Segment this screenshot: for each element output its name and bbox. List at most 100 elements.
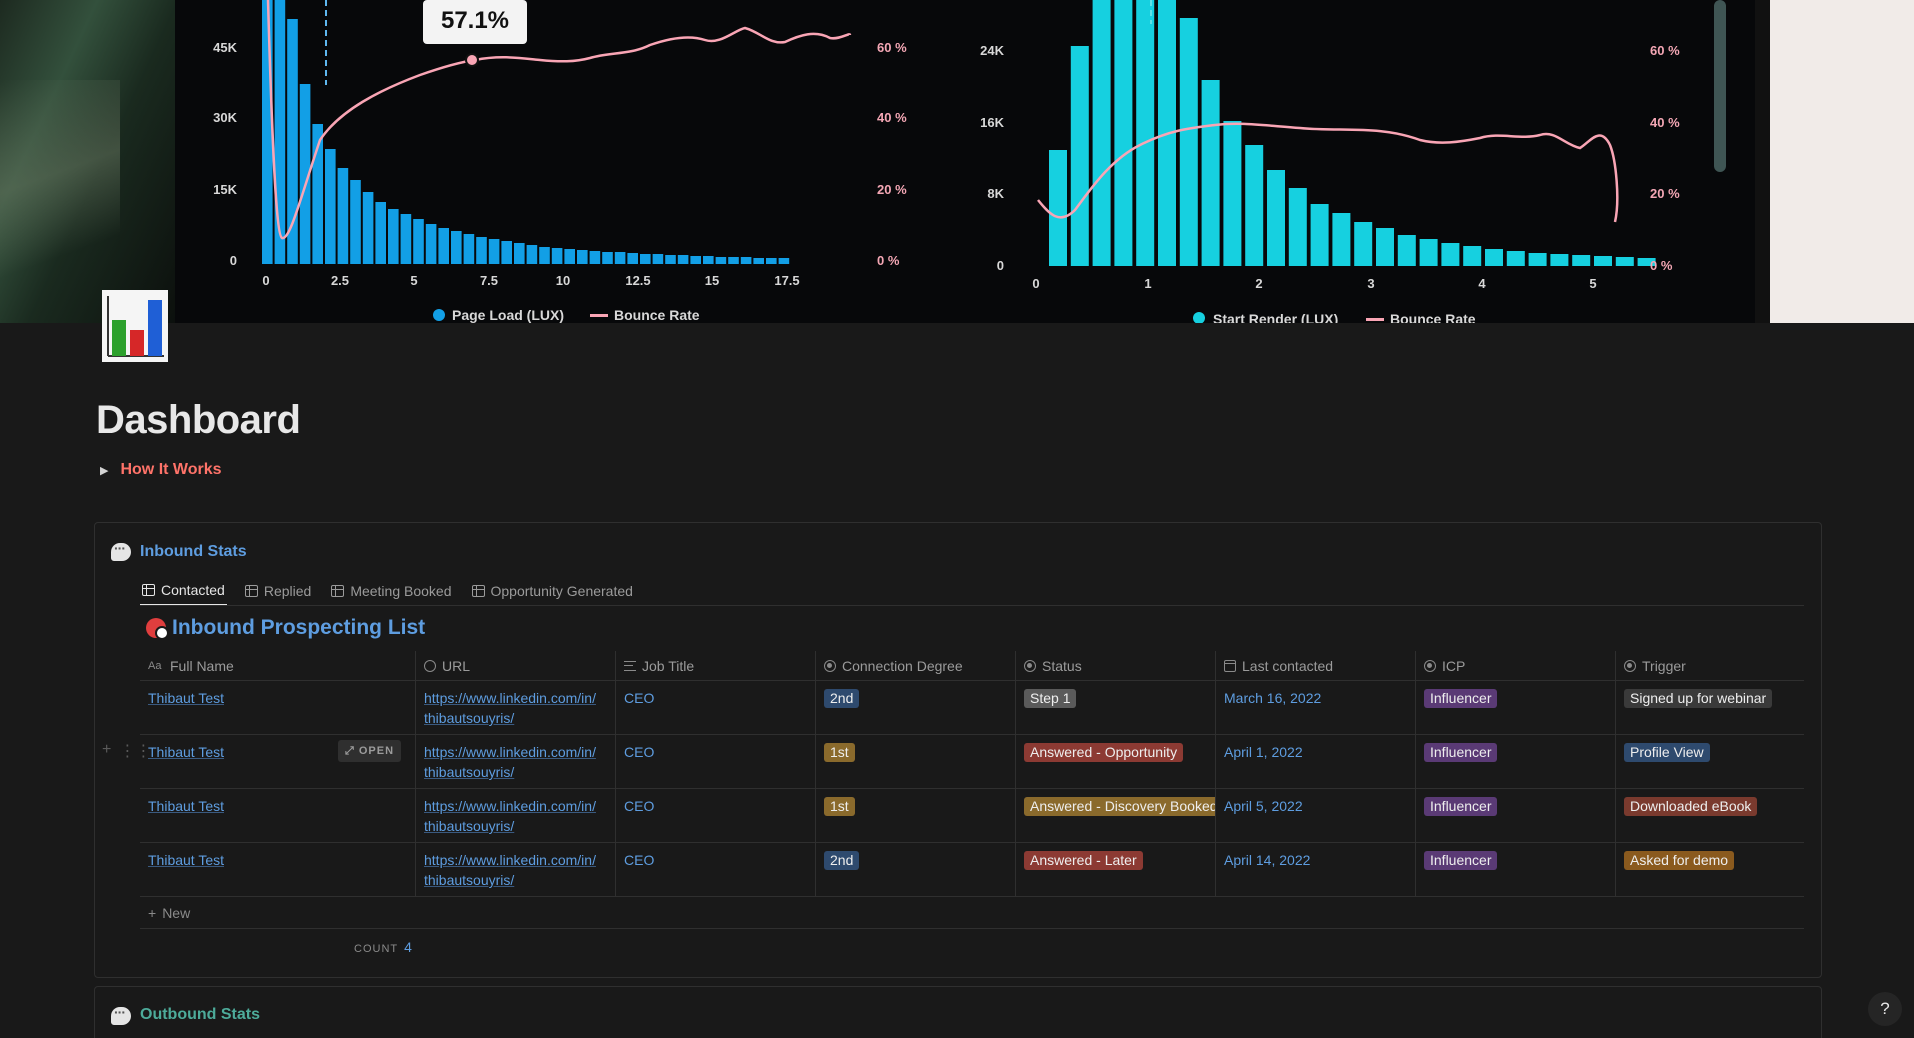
cell-trigger[interactable]: Downloaded eBook xyxy=(1616,789,1804,842)
column-label: Full Name xyxy=(170,657,234,674)
cell-last-contacted[interactable]: April 1, 2022 xyxy=(1216,735,1416,788)
column-job-title[interactable]: Job Title xyxy=(616,651,816,680)
date-value: April 14, 2022 xyxy=(1224,852,1311,868)
open-label: OPEN xyxy=(358,745,395,757)
cell-url[interactable]: https://www.linkedin.com/in/thibautsouyr… xyxy=(416,735,616,788)
column-status[interactable]: Status xyxy=(1016,651,1216,680)
date-value: April 5, 2022 xyxy=(1224,798,1303,814)
column-last-contacted[interactable]: Last contacted xyxy=(1216,651,1416,680)
column-trigger[interactable]: Trigger xyxy=(1616,651,1804,680)
column-url[interactable]: URL xyxy=(416,651,616,680)
y-tick-label: 45K xyxy=(213,40,237,55)
link-icon xyxy=(424,659,436,672)
tab-meeting-booked[interactable]: Meeting Booked xyxy=(329,575,453,606)
status-tag: Answered - Discovery Booked xyxy=(1024,797,1215,816)
table-row[interactable]: Thibaut Test https://www.linkedin.com/in… xyxy=(140,789,1804,843)
cell-status[interactable]: Answered - Later xyxy=(1016,843,1216,896)
add-row-icon[interactable]: + xyxy=(102,741,112,758)
cell-icp[interactable]: Influencer xyxy=(1416,789,1616,842)
column-icp[interactable]: ICP xyxy=(1416,651,1616,680)
cell-last-contacted[interactable]: April 5, 2022 xyxy=(1216,789,1416,842)
x-tick-label: 0 xyxy=(262,273,269,288)
y2-tick-label: 40 % xyxy=(877,110,907,125)
icp-tag: Influencer xyxy=(1424,851,1498,870)
full-name-link[interactable]: Thibaut Test xyxy=(148,798,225,814)
count-summary[interactable]: COUNT 4 xyxy=(354,939,412,955)
cell-url[interactable]: https://www.linkedin.com/in/thibautsouyr… xyxy=(416,789,616,842)
url-link[interactable]: https://www.linkedin.com/in/ xyxy=(424,690,596,706)
cell-url[interactable]: https://www.linkedin.com/in/thibautsouyr… xyxy=(416,681,616,734)
page-cover[interactable]: 57.1% 45K 30K 15K 0 60 % 40 % 20 % 0 % 0 2.5 5 7.5 10… xyxy=(0,0,1914,323)
cell-full-name[interactable]: Thibaut Test xyxy=(140,789,416,842)
how-it-works-toggle[interactable]: ▶ How It Works xyxy=(100,461,222,479)
open-row-button[interactable]: ⤢ OPEN xyxy=(338,740,402,762)
cell-url[interactable]: https://www.linkedin.com/in/thibautsouyr… xyxy=(416,843,616,896)
cell-connection-degree[interactable]: 1st xyxy=(816,735,1016,788)
triangle-right-icon[interactable]: ▶ xyxy=(100,464,109,477)
cell-job-title[interactable]: CEO xyxy=(616,735,816,788)
cell-full-name[interactable]: Thibaut Test ⤢ OPEN xyxy=(140,735,416,788)
cell-last-contacted[interactable]: March 16, 2022 xyxy=(1216,681,1416,734)
cell-full-name[interactable]: Thibaut Test xyxy=(140,843,416,896)
cell-connection-degree[interactable]: 2nd xyxy=(816,843,1016,896)
cell-job-title[interactable]: CEO xyxy=(616,789,816,842)
tab-label: Meeting Booked xyxy=(350,582,452,599)
column-full-name[interactable]: Aa Full Name xyxy=(140,651,416,680)
url-link-cont[interactable]: thibautsouyris/ xyxy=(424,710,515,726)
trigger-tag: Downloaded eBook xyxy=(1624,797,1758,816)
cell-full-name[interactable]: Thibaut Test xyxy=(140,681,416,734)
job-title-value: CEO xyxy=(624,690,655,706)
table-row[interactable]: Thibaut Test https://www.linkedin.com/in… xyxy=(140,843,1804,897)
table-row[interactable]: Thibaut Test https://www.linkedin.com/in… xyxy=(140,681,1804,735)
degree-tag: 2nd xyxy=(824,851,860,870)
cell-connection-degree[interactable]: 2nd xyxy=(816,681,1016,734)
speech-bubble-icon xyxy=(111,1004,131,1025)
date-value: April 1, 2022 xyxy=(1224,744,1303,760)
x-tick-label: 1 xyxy=(1144,276,1151,291)
cell-last-contacted[interactable]: April 14, 2022 xyxy=(1216,843,1416,896)
cell-status[interactable]: Answered - Opportunity xyxy=(1016,735,1216,788)
tab-opportunity-generated[interactable]: Opportunity Generated xyxy=(470,575,635,606)
cell-job-title[interactable]: CEO xyxy=(616,843,816,896)
column-connection-degree[interactable]: Connection Degree xyxy=(816,651,1016,680)
url-link[interactable]: https://www.linkedin.com/in/ xyxy=(424,798,596,814)
cell-trigger[interactable]: Asked for demo xyxy=(1616,843,1804,896)
database-title[interactable]: Inbound Prospecting List xyxy=(146,616,425,640)
view-tabs: Contacted Replied Meeting Booked Opportu… xyxy=(140,575,635,606)
outbound-callout xyxy=(94,986,1822,1038)
cell-trigger[interactable]: Profile View xyxy=(1616,735,1804,788)
icp-tag: Influencer xyxy=(1424,689,1498,708)
row-tools: + ⋮⋮ xyxy=(102,741,151,761)
url-link[interactable]: https://www.linkedin.com/in/ xyxy=(424,852,596,868)
cell-status[interactable]: Step 1 xyxy=(1016,681,1216,734)
url-link-cont[interactable]: thibautsouyris/ xyxy=(424,764,515,780)
trigger-tag: Asked for demo xyxy=(1624,851,1735,870)
cell-icp[interactable]: Influencer xyxy=(1416,735,1616,788)
x-tick-label: 7.5 xyxy=(480,273,498,288)
url-link-cont[interactable]: thibautsouyris/ xyxy=(424,872,515,888)
cell-icp[interactable]: Influencer xyxy=(1416,681,1616,734)
cell-job-title[interactable]: CEO xyxy=(616,681,816,734)
full-name-link[interactable]: Thibaut Test xyxy=(148,852,225,868)
database-icon xyxy=(146,618,169,640)
bar-chart-icon[interactable] xyxy=(100,284,172,364)
column-label: Last contacted xyxy=(1242,657,1334,674)
cell-status[interactable]: Answered - Discovery Booked xyxy=(1016,789,1216,842)
x-tick-label: 10 xyxy=(556,273,570,288)
full-name-link[interactable]: Thibaut Test xyxy=(148,690,225,706)
tab-contacted[interactable]: Contacted xyxy=(140,575,227,606)
table-row[interactable]: + ⋮⋮ Thibaut Test ⤢ OPEN https://www.lin… xyxy=(102,735,1804,789)
cover-wall xyxy=(1770,0,1914,323)
url-link-cont[interactable]: thibautsouyris/ xyxy=(424,818,515,834)
cell-trigger[interactable]: Signed up for webinar xyxy=(1616,681,1804,734)
new-row-button[interactable]: + New xyxy=(140,897,1804,929)
tab-replied[interactable]: Replied xyxy=(243,575,313,606)
drag-handle-icon[interactable]: ⋮⋮ xyxy=(119,743,152,760)
cell-icp[interactable]: Influencer xyxy=(1416,843,1616,896)
cell-connection-degree[interactable]: 1st xyxy=(816,789,1016,842)
help-button[interactable]: ? xyxy=(1868,992,1902,1026)
select-icon xyxy=(824,659,836,672)
full-name-link[interactable]: Thibaut Test xyxy=(148,744,225,760)
url-link[interactable]: https://www.linkedin.com/in/ xyxy=(424,744,596,760)
status-tag: Step 1 xyxy=(1024,689,1077,708)
